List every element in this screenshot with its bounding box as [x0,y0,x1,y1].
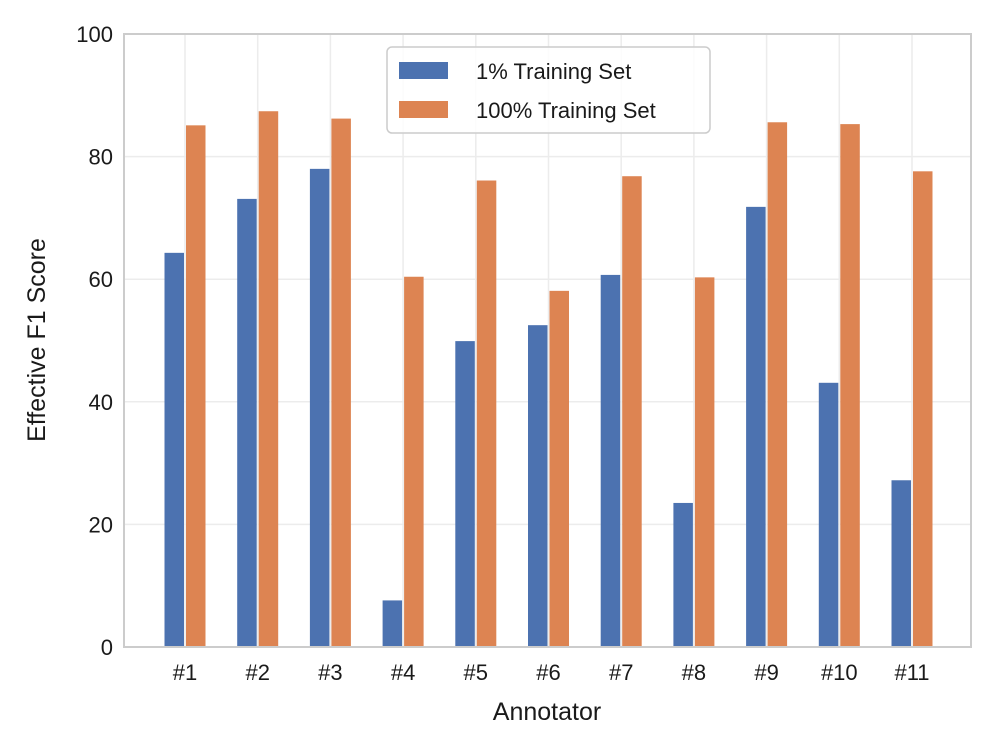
bar-1pct-training [528,325,548,647]
bar-100pct-training [186,125,206,648]
legend-frame [386,46,711,134]
bar-1pct-training [382,600,403,647]
x-tick-label: #3 [318,660,342,685]
y-axis-label: Effective F1 Score [23,238,51,442]
bar-100pct-training [549,290,569,647]
x-tick-label: #2 [245,660,269,685]
x-tick-label: #5 [464,660,488,685]
bar-1pct-training [309,168,330,648]
bar-1pct-training [237,198,257,647]
bars [164,111,933,648]
bar-1pct-training [455,341,475,647]
bar-100pct-training [694,277,715,647]
bar-1pct-training [818,382,839,647]
y-axis-ticks: 0 20 40 60 80 100 [76,22,113,660]
bar-1pct-training [164,252,184,647]
legend: 1% Training Set 100% Training Set [386,46,711,134]
x-tick-label: #11 [894,660,929,685]
legend-label-1pct: 1% Training Set [476,59,631,84]
legend-swatch-100pct [399,101,448,118]
bar-1pct-training [673,502,693,647]
y-tick-label: 40 [89,390,113,415]
x-axis-label: Annotator [493,698,601,726]
bar-100pct-training [331,118,351,648]
y-tick-label: 100 [76,22,113,47]
legend-swatch-1pct [399,62,448,79]
y-tick-label: 20 [89,512,113,537]
bar-100pct-training [258,111,279,648]
legend-label-100pct: 100% Training Set [476,98,656,123]
bar-100pct-training [622,176,642,647]
x-tick-label: #7 [609,660,633,685]
y-tick-label: 0 [101,635,113,660]
bar-100pct-training [840,124,860,647]
x-tick-label: #4 [391,660,415,685]
bar-1pct-training [746,206,766,647]
bar-100pct-training [404,276,424,647]
x-tick-label: #8 [682,660,706,685]
bar-100pct-training [913,171,933,647]
x-tick-label: #1 [173,660,197,685]
y-tick-label: 80 [89,145,113,170]
bar-1pct-training [891,480,911,647]
bar-100pct-training [767,122,788,648]
x-axis-ticks: #1 #2 #3 #4 #5 #6 #7 #8 #9 #10 #11 [173,660,930,685]
x-tick-label: #10 [821,660,858,685]
bar-100pct-training [476,180,497,647]
y-tick-label: 60 [89,267,113,292]
x-tick-label: #9 [754,660,778,685]
x-tick-label: #6 [536,660,560,685]
bar-1pct-training [600,274,621,647]
plot-frame [123,33,972,648]
